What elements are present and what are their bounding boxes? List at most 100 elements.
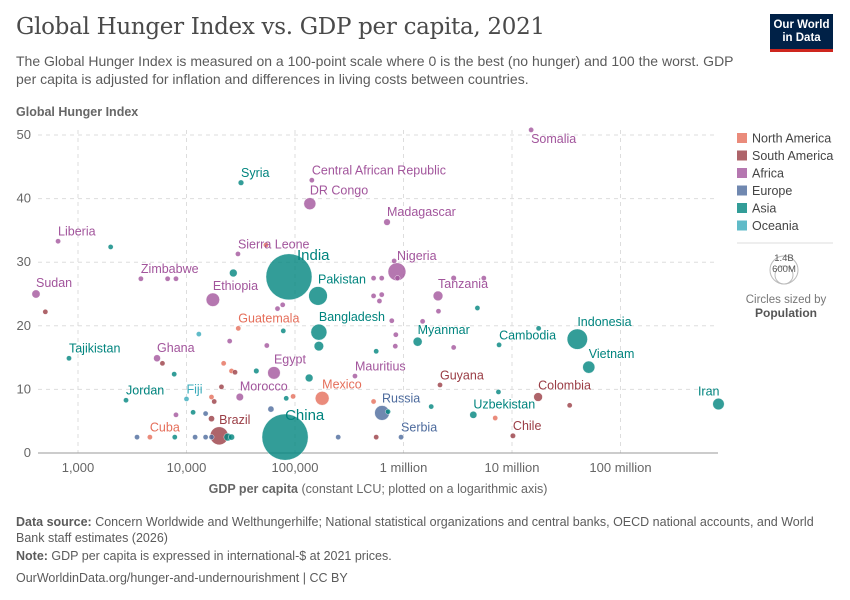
data-point[interactable] xyxy=(315,391,330,406)
data-point[interactable] xyxy=(398,434,404,440)
data-point[interactable] xyxy=(412,336,423,347)
data-point[interactable] xyxy=(205,292,220,307)
data-point[interactable] xyxy=(31,289,41,299)
data-point[interactable] xyxy=(419,318,426,325)
data-point[interactable] xyxy=(232,369,238,376)
data-point[interactable] xyxy=(253,368,260,374)
data-point[interactable] xyxy=(566,328,588,350)
data-point[interactable] xyxy=(229,268,238,278)
data-point[interactable] xyxy=(378,291,385,298)
data-point[interactable] xyxy=(267,366,281,380)
data-point[interactable] xyxy=(481,275,487,281)
data-point[interactable] xyxy=(376,298,383,304)
data-point[interactable] xyxy=(335,434,341,440)
data-point[interactable] xyxy=(388,317,395,324)
data-point[interactable] xyxy=(290,393,296,400)
data-point[interactable] xyxy=(228,433,235,441)
data-point[interactable] xyxy=(265,253,313,301)
data-point[interactable] xyxy=(208,434,215,440)
data-point[interactable] xyxy=(510,432,516,439)
data-point[interactable] xyxy=(274,305,281,312)
data-point[interactable] xyxy=(264,342,270,349)
data-point[interactable] xyxy=(391,258,397,264)
data-point[interactable] xyxy=(283,395,290,402)
data-point[interactable] xyxy=(192,434,198,440)
data-point[interactable] xyxy=(352,373,358,379)
data-point[interactable] xyxy=(138,275,144,282)
data-point[interactable] xyxy=(235,393,244,401)
data-point[interactable] xyxy=(450,275,457,282)
data-point[interactable] xyxy=(123,397,129,404)
data-point[interactable] xyxy=(218,384,225,390)
data-point[interactable] xyxy=(153,354,161,362)
data-point[interactable] xyxy=(370,293,377,299)
data-point[interactable] xyxy=(474,305,481,311)
legend-swatch[interactable] xyxy=(737,203,747,213)
data-point[interactable] xyxy=(208,394,215,400)
data-point[interactable] xyxy=(42,309,49,315)
data-point[interactable] xyxy=(226,338,233,344)
legend-swatch[interactable] xyxy=(737,150,747,161)
legend-swatch[interactable] xyxy=(737,168,747,178)
data-point[interactable] xyxy=(533,392,543,402)
data-point[interactable] xyxy=(313,341,324,352)
data-point[interactable] xyxy=(432,290,444,301)
data-point[interactable] xyxy=(393,331,399,338)
data-point[interactable] xyxy=(220,360,227,367)
data-point[interactable] xyxy=(164,275,171,282)
data-point[interactable] xyxy=(392,343,399,349)
source-url[interactable]: OurWorldinData.org/hunger-and-undernouri… xyxy=(16,571,348,585)
data-point[interactable] xyxy=(428,403,434,410)
data-point[interactable] xyxy=(267,405,275,413)
data-point[interactable] xyxy=(202,434,209,440)
data-point[interactable] xyxy=(211,398,217,405)
data-point[interactable] xyxy=(183,396,190,402)
data-point[interactable] xyxy=(535,325,542,332)
data-point[interactable] xyxy=(495,389,502,395)
data-point[interactable] xyxy=(305,373,314,383)
data-point[interactable] xyxy=(173,275,179,282)
data-point[interactable] xyxy=(496,342,502,348)
data-point[interactable] xyxy=(196,331,202,337)
data-point[interactable] xyxy=(208,415,215,422)
data-point[interactable] xyxy=(309,177,315,183)
data-point[interactable] xyxy=(261,413,309,461)
data-point[interactable] xyxy=(171,434,178,440)
legend-swatch[interactable] xyxy=(737,185,747,196)
data-point[interactable] xyxy=(310,323,328,341)
data-point[interactable] xyxy=(202,410,209,417)
data-point[interactable] xyxy=(566,402,573,409)
data-point[interactable] xyxy=(712,398,725,410)
data-point[interactable] xyxy=(383,218,391,226)
data-point[interactable] xyxy=(107,244,114,250)
data-point[interactable] xyxy=(280,328,287,334)
data-point[interactable] xyxy=(450,344,457,351)
data-point[interactable] xyxy=(235,251,241,257)
data-point[interactable] xyxy=(582,360,596,374)
data-point[interactable] xyxy=(147,434,153,440)
data-point[interactable] xyxy=(370,275,377,281)
data-point[interactable] xyxy=(435,308,442,314)
data-point[interactable] xyxy=(378,275,385,281)
data-point[interactable] xyxy=(190,409,196,416)
data-point[interactable] xyxy=(159,360,166,367)
data-point[interactable] xyxy=(134,434,140,440)
data-point[interactable] xyxy=(469,411,478,419)
legend-swatch[interactable] xyxy=(737,133,747,143)
data-point[interactable] xyxy=(235,325,242,332)
data-point[interactable] xyxy=(437,382,443,388)
data-point[interactable] xyxy=(394,275,401,281)
data-point[interactable] xyxy=(55,238,61,245)
data-point[interactable] xyxy=(370,398,377,405)
data-point[interactable] xyxy=(373,348,379,355)
data-point[interactable] xyxy=(492,415,498,421)
data-point[interactable] xyxy=(171,371,177,377)
data-point[interactable] xyxy=(528,127,534,133)
data-point[interactable] xyxy=(263,242,269,248)
data-point[interactable] xyxy=(173,412,179,418)
legend-swatch[interactable] xyxy=(737,220,747,231)
data-point[interactable] xyxy=(385,408,391,415)
data-point[interactable] xyxy=(66,355,72,362)
data-point[interactable] xyxy=(237,179,245,186)
data-point[interactable] xyxy=(373,434,379,440)
